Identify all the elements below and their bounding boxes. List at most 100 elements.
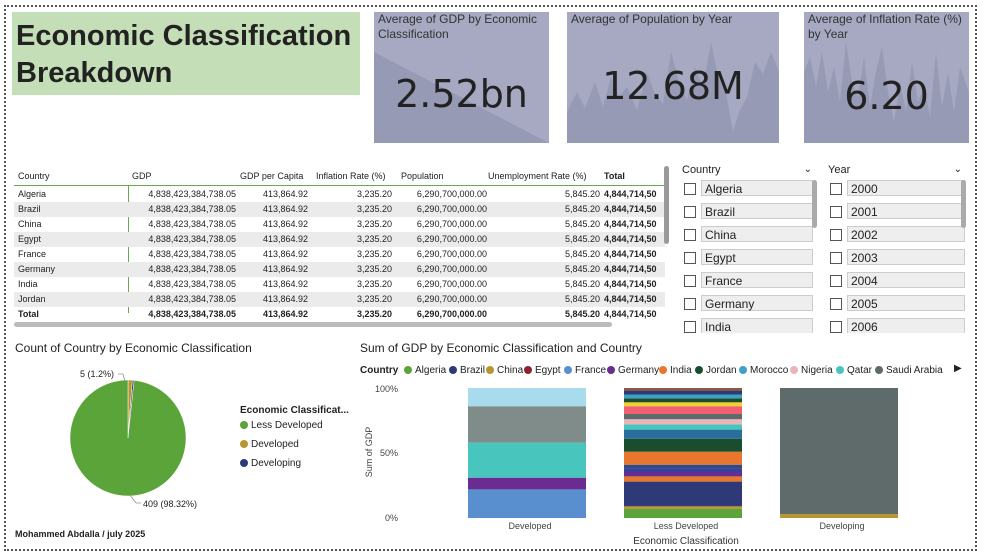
slicer-header[interactable]: Country ⌄ — [682, 163, 818, 177]
bar-segment[interactable] — [624, 438, 742, 452]
bar-legend-item[interactable]: Egypt — [524, 365, 561, 377]
bar-segment[interactable] — [624, 394, 742, 399]
slicer-item[interactable]: Algeria — [684, 180, 816, 198]
slicer-checkbox[interactable] — [830, 321, 842, 333]
column-header-unemployment[interactable]: Unemployment Rate (%) — [488, 171, 587, 181]
country-slicer[interactable]: Country ⌄ Algeria Brazil China Egypt France G… — [682, 163, 818, 333]
table-row[interactable]: Brazil 4,838,423,384,738.05 413,864.92 3,23… — [14, 202, 665, 217]
bar-legend-item[interactable]: Jordan — [695, 365, 737, 377]
table-row[interactable]: Egypt 4,838,423,384,738.05 413,864.92 3,235… — [14, 232, 665, 247]
bar-segment[interactable] — [624, 398, 742, 403]
slicer-item[interactable]: Germany — [684, 295, 816, 313]
column-header-inflation[interactable]: Inflation Rate (%) — [316, 171, 386, 181]
pie-legend-item[interactable]: Developed — [240, 439, 299, 451]
slicer-item[interactable]: India — [684, 318, 816, 333]
country-slicer-scrollbar[interactable] — [812, 180, 817, 228]
bar-legend-item[interactable]: Germany — [607, 365, 659, 377]
chevron-down-icon[interactable]: ⌄ — [803, 164, 812, 175]
bar-legend-item[interactable]: France — [564, 365, 606, 377]
table-row[interactable]: France 4,838,423,384,738.05 413,864.92 3,23… — [14, 247, 665, 262]
bar-segment[interactable] — [624, 508, 742, 518]
bar-segment[interactable] — [624, 506, 742, 509]
slicer-checkbox[interactable] — [830, 252, 842, 264]
bar-segment[interactable] — [624, 429, 742, 439]
kpi-card-gdp[interactable]: Average of GDP by Economic Classificatio… — [374, 12, 549, 143]
slicer-checkbox[interactable] — [684, 321, 696, 333]
bar-segment[interactable] — [468, 406, 586, 443]
pie-chart[interactable] — [40, 360, 240, 520]
slicer-item[interactable]: Brazil — [684, 203, 816, 221]
table-total-row[interactable]: Total 4,838,423,384,738.05 413,864.92 3,235… — [14, 307, 665, 322]
bar-segment[interactable] — [624, 472, 742, 477]
kpi-card-inflation[interactable]: Average of Inflation Rate (%) by Year 6.… — [804, 12, 969, 143]
table-row[interactable]: China 4,838,423,384,738.05 413,864.92 3,235… — [14, 217, 665, 232]
column-header-total[interactable]: Total — [604, 171, 625, 181]
year-slicer[interactable]: Year ⌄ 2000 2001 2002 2003 2004 2005 2006 — [828, 163, 968, 333]
chevron-down-icon[interactable]: ⌄ — [953, 164, 962, 175]
bar-segment[interactable] — [624, 464, 742, 469]
bar-legend-item[interactable]: Algeria — [404, 365, 446, 377]
table-row[interactable]: Germany 4,838,423,384,738.05 413,864.92 3,2… — [14, 262, 665, 277]
slicer-item[interactable]: 2006 — [830, 318, 968, 333]
table-vertical-scrollbar[interactable] — [664, 166, 669, 244]
bar-legend-item[interactable]: Qatar — [836, 365, 872, 377]
slicer-checkbox[interactable] — [684, 183, 696, 195]
slicer-checkbox[interactable] — [684, 275, 696, 287]
bar-segment[interactable] — [624, 476, 742, 482]
pie-legend-item[interactable]: Developing — [240, 458, 301, 470]
table-row[interactable]: Jordan 4,838,423,384,738.05 413,864.92 3,23… — [14, 292, 665, 307]
slicer-item[interactable]: 2004 — [830, 272, 968, 290]
bar-segment[interactable] — [624, 481, 742, 507]
slicer-item[interactable]: 2002 — [830, 226, 968, 244]
slicer-checkbox[interactable] — [830, 206, 842, 218]
bar-segment[interactable] — [624, 402, 742, 407]
slicer-checkbox[interactable] — [830, 183, 842, 195]
bar-segment[interactable] — [468, 442, 586, 478]
bar-legend-item[interactable]: India — [659, 365, 692, 377]
legend-next-arrow-icon[interactable]: ▶ — [954, 363, 962, 374]
country-table[interactable]: Country GDP GDP per Capita Inflation Rat… — [14, 163, 665, 324]
table-row[interactable]: India 4,838,423,384,738.05 413,864.92 3,235… — [14, 277, 665, 292]
bar-segment[interactable] — [624, 390, 742, 395]
table-horizontal-scrollbar[interactable] — [14, 322, 612, 327]
slicer-item[interactable]: 2001 — [830, 203, 968, 221]
bar-legend-item[interactable]: Morocco — [739, 365, 788, 377]
slicer-item[interactable]: 2000 — [830, 180, 968, 198]
slicer-checkbox[interactable] — [684, 206, 696, 218]
slicer-checkbox[interactable] — [684, 229, 696, 241]
bar-legend-item[interactable]: Nigeria — [790, 365, 833, 377]
slicer-header[interactable]: Year ⌄ — [828, 163, 968, 177]
slicer-item[interactable]: 2003 — [830, 249, 968, 267]
bar-segment[interactable] — [468, 388, 586, 407]
column-header-country[interactable]: Country — [18, 171, 50, 181]
pie-legend-item[interactable]: Less Developed — [240, 420, 323, 432]
bar-segment[interactable] — [780, 388, 898, 515]
bar-segment[interactable] — [624, 468, 742, 473]
stacked-bar-chart[interactable]: 100% 50% 0% Sum of GDP Developed Less De… — [360, 378, 960, 550]
bar-segment[interactable] — [780, 514, 898, 518]
slicer-item[interactable]: Egypt — [684, 249, 816, 267]
slicer-checkbox[interactable] — [830, 298, 842, 310]
slicer-item[interactable]: France — [684, 272, 816, 290]
bar-segment[interactable] — [624, 388, 742, 391]
pie-slice-less-developed[interactable] — [69, 379, 187, 497]
bar-segment[interactable] — [624, 414, 742, 420]
column-header-gdp-per-capita[interactable]: GDP per Capita — [240, 171, 304, 181]
bar-legend-item[interactable]: Brazil — [449, 365, 485, 377]
column-header-population[interactable]: Population — [401, 171, 444, 181]
slicer-item[interactable]: China — [684, 226, 816, 244]
bar-segment[interactable] — [624, 406, 742, 414]
slicer-item[interactable]: 2005 — [830, 295, 968, 313]
bar-segment[interactable] — [624, 419, 742, 425]
column-header-gdp[interactable]: GDP — [132, 171, 152, 181]
bar-segment[interactable] — [468, 477, 586, 490]
table-row[interactable]: Algeria 4,838,423,384,738.05 413,864.92 3,2… — [14, 187, 665, 202]
slicer-checkbox[interactable] — [684, 298, 696, 310]
bar-segment[interactable] — [624, 424, 742, 430]
bar-segment[interactable] — [468, 489, 586, 518]
bar-legend-item[interactable]: Saudi Arabia — [875, 365, 943, 377]
bar-segment[interactable] — [624, 451, 742, 465]
bar-legend-item[interactable]: China — [486, 365, 523, 377]
slicer-checkbox[interactable] — [684, 252, 696, 264]
kpi-card-population[interactable]: Average of Population by Year 12.68M — [567, 12, 779, 143]
